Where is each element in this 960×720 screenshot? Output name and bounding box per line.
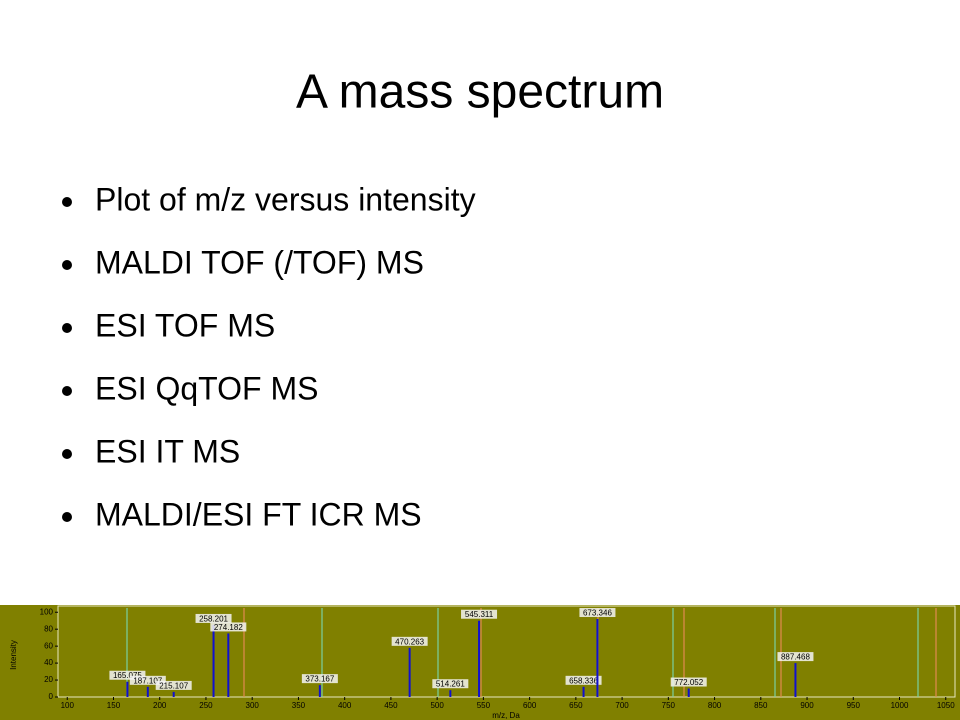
slide-title: A mass spectrum [296,66,664,119]
x-tick-label: 1050 [937,701,955,710]
peak-label-bg [670,677,707,687]
peak-label: 373.167 [305,675,334,684]
peak-label: 187.107 [133,676,162,685]
bullet-text: MALDI/ESI FT ICR MS [95,496,422,532]
y-axis-label: Intensity [9,640,18,670]
bullet-dot [62,449,72,459]
bullet-dot [62,512,72,522]
peak-label-bg [155,680,192,690]
x-tick-label: 200 [153,701,167,710]
x-tick-label: 250 [199,701,213,710]
x-tick-label: 800 [708,701,722,710]
peak-label: 658.336 [569,676,598,685]
x-tick-label: 150 [107,701,121,710]
peak-label-bg [777,652,814,662]
bullet-text: MALDI TOF (/TOF) MS [95,244,424,280]
bullet-text: Plot of m/z versus intensity [95,181,476,217]
bullet-dot [62,323,72,333]
peak-label: 215.107 [159,681,188,690]
x-tick-label: 300 [246,701,260,710]
x-tick-label: 500 [430,701,444,710]
peak-label-bg [301,674,338,684]
peak-label: 514.261 [436,680,465,689]
y-tick-label: 60 [44,641,53,650]
x-axis-label: m/z, Da [492,711,520,720]
bullet-text: ESI TOF MS [95,307,275,343]
peak-label-bg [432,679,469,689]
bullet-dot [62,386,72,396]
peak-label: 258.201 [199,614,228,623]
x-tick-label: 350 [292,701,306,710]
bullet-dot [62,197,72,207]
peak-label-bg [195,613,232,623]
bullet-text: ESI IT MS [95,433,240,469]
bullet-list: Plot of m/z versus intensity MALDI TOF (/… [62,181,476,532]
x-tick-label: 450 [384,701,398,710]
peak-label-bg [579,608,616,618]
peak-label-bg [129,675,166,685]
x-tick-label: 600 [523,701,537,710]
x-tick-label: 100 [61,701,75,710]
peak-label-bg [565,675,602,685]
peak-label-bg [461,609,498,619]
x-tick-label: 750 [662,701,676,710]
y-tick-label: 100 [40,607,54,616]
y-tick-label: 40 [44,658,53,667]
peak-label: 470.263 [395,637,424,646]
x-tick-label: 700 [615,701,629,710]
peak-label-bg [109,670,146,680]
x-tick-label: 400 [338,701,352,710]
y-tick-label: 0 [49,692,54,701]
peak-label: 545.311 [465,610,494,619]
x-tick-label: 550 [477,701,491,710]
y-tick-label: 20 [44,675,53,684]
bullet-dot [62,260,72,270]
bullet-text: ESI QqTOF MS [95,370,318,406]
x-tick-label: 850 [754,701,768,710]
x-tick-label: 650 [569,701,583,710]
peak-label-bg [391,636,428,646]
peak-label-bg [210,622,247,632]
x-tick-label: 1000 [891,701,909,710]
peak-label: 887.468 [781,653,810,662]
peak-label: 274.182 [214,623,243,632]
plot-frame [57,605,956,698]
peak-label: 673.346 [583,609,612,618]
peak-label: 165.075 [113,671,142,680]
x-tick-label: 950 [847,701,861,710]
y-tick-label: 80 [44,624,53,633]
peak-label: 772.052 [674,678,703,687]
x-tick-label: 900 [800,701,814,710]
